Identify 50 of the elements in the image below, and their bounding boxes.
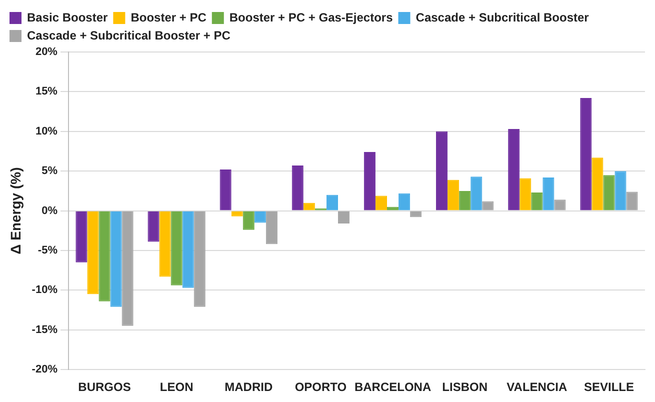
y-tick-label: -15%: [32, 324, 58, 336]
bar: [76, 211, 88, 262]
bar: [542, 177, 554, 210]
x-tick-label: LISBON: [442, 380, 488, 394]
bar: [182, 211, 194, 288]
x-tick-label: OPORTO: [294, 380, 347, 394]
bar: [87, 211, 99, 294]
x-tick-label: BARCELONA: [354, 380, 432, 394]
bar: [231, 211, 243, 216]
bar: [159, 211, 171, 277]
bar: [110, 211, 122, 307]
y-tick-label: 15%: [35, 86, 58, 98]
y-tick-label: 10%: [35, 125, 58, 138]
x-tick-label: LEON: [160, 380, 194, 394]
y-axis-title: Δ Energy (%): [7, 167, 24, 254]
bar: [614, 171, 626, 210]
y-tick-label: -5%: [38, 244, 58, 257]
bar: [410, 211, 422, 218]
bar: [170, 211, 182, 286]
bar: [266, 211, 278, 244]
y-tick-label: 20%: [35, 46, 58, 58]
legend-label: Booster + PC + Gas-Ejectors: [229, 10, 394, 24]
legend-label: Booster + PC: [130, 10, 207, 24]
x-tick-label: SEVILLE: [584, 380, 634, 394]
bar: [364, 152, 376, 210]
bar: [603, 175, 615, 210]
bar: [292, 166, 304, 210]
bar: [580, 98, 592, 210]
y-tick-label: -20%: [32, 364, 58, 376]
bar: [508, 129, 520, 210]
bar: [220, 170, 232, 210]
bar: [470, 176, 482, 210]
x-tick-label: MADRID: [224, 380, 273, 394]
bar: [520, 178, 532, 210]
bar: [459, 190, 471, 210]
legend-label: Basic Booster: [27, 10, 108, 24]
y-tick-label: 5%: [42, 165, 58, 178]
bar: [122, 211, 134, 326]
legend-label: Cascade + Subcritical Booster + PC: [27, 28, 231, 42]
y-tick-label: -10%: [32, 284, 58, 296]
bar: [98, 211, 110, 302]
bar: [448, 180, 460, 210]
bar: [592, 158, 604, 210]
x-tick-label: BURGOS: [78, 380, 131, 394]
legend-label: Cascade + Subcritical Booster: [416, 10, 590, 24]
y-tick-label: 0%: [42, 204, 58, 217]
bar: [194, 211, 206, 307]
bar: [436, 131, 448, 210]
x-tick-label: VALENCIA: [506, 380, 568, 394]
bar: [148, 211, 160, 242]
